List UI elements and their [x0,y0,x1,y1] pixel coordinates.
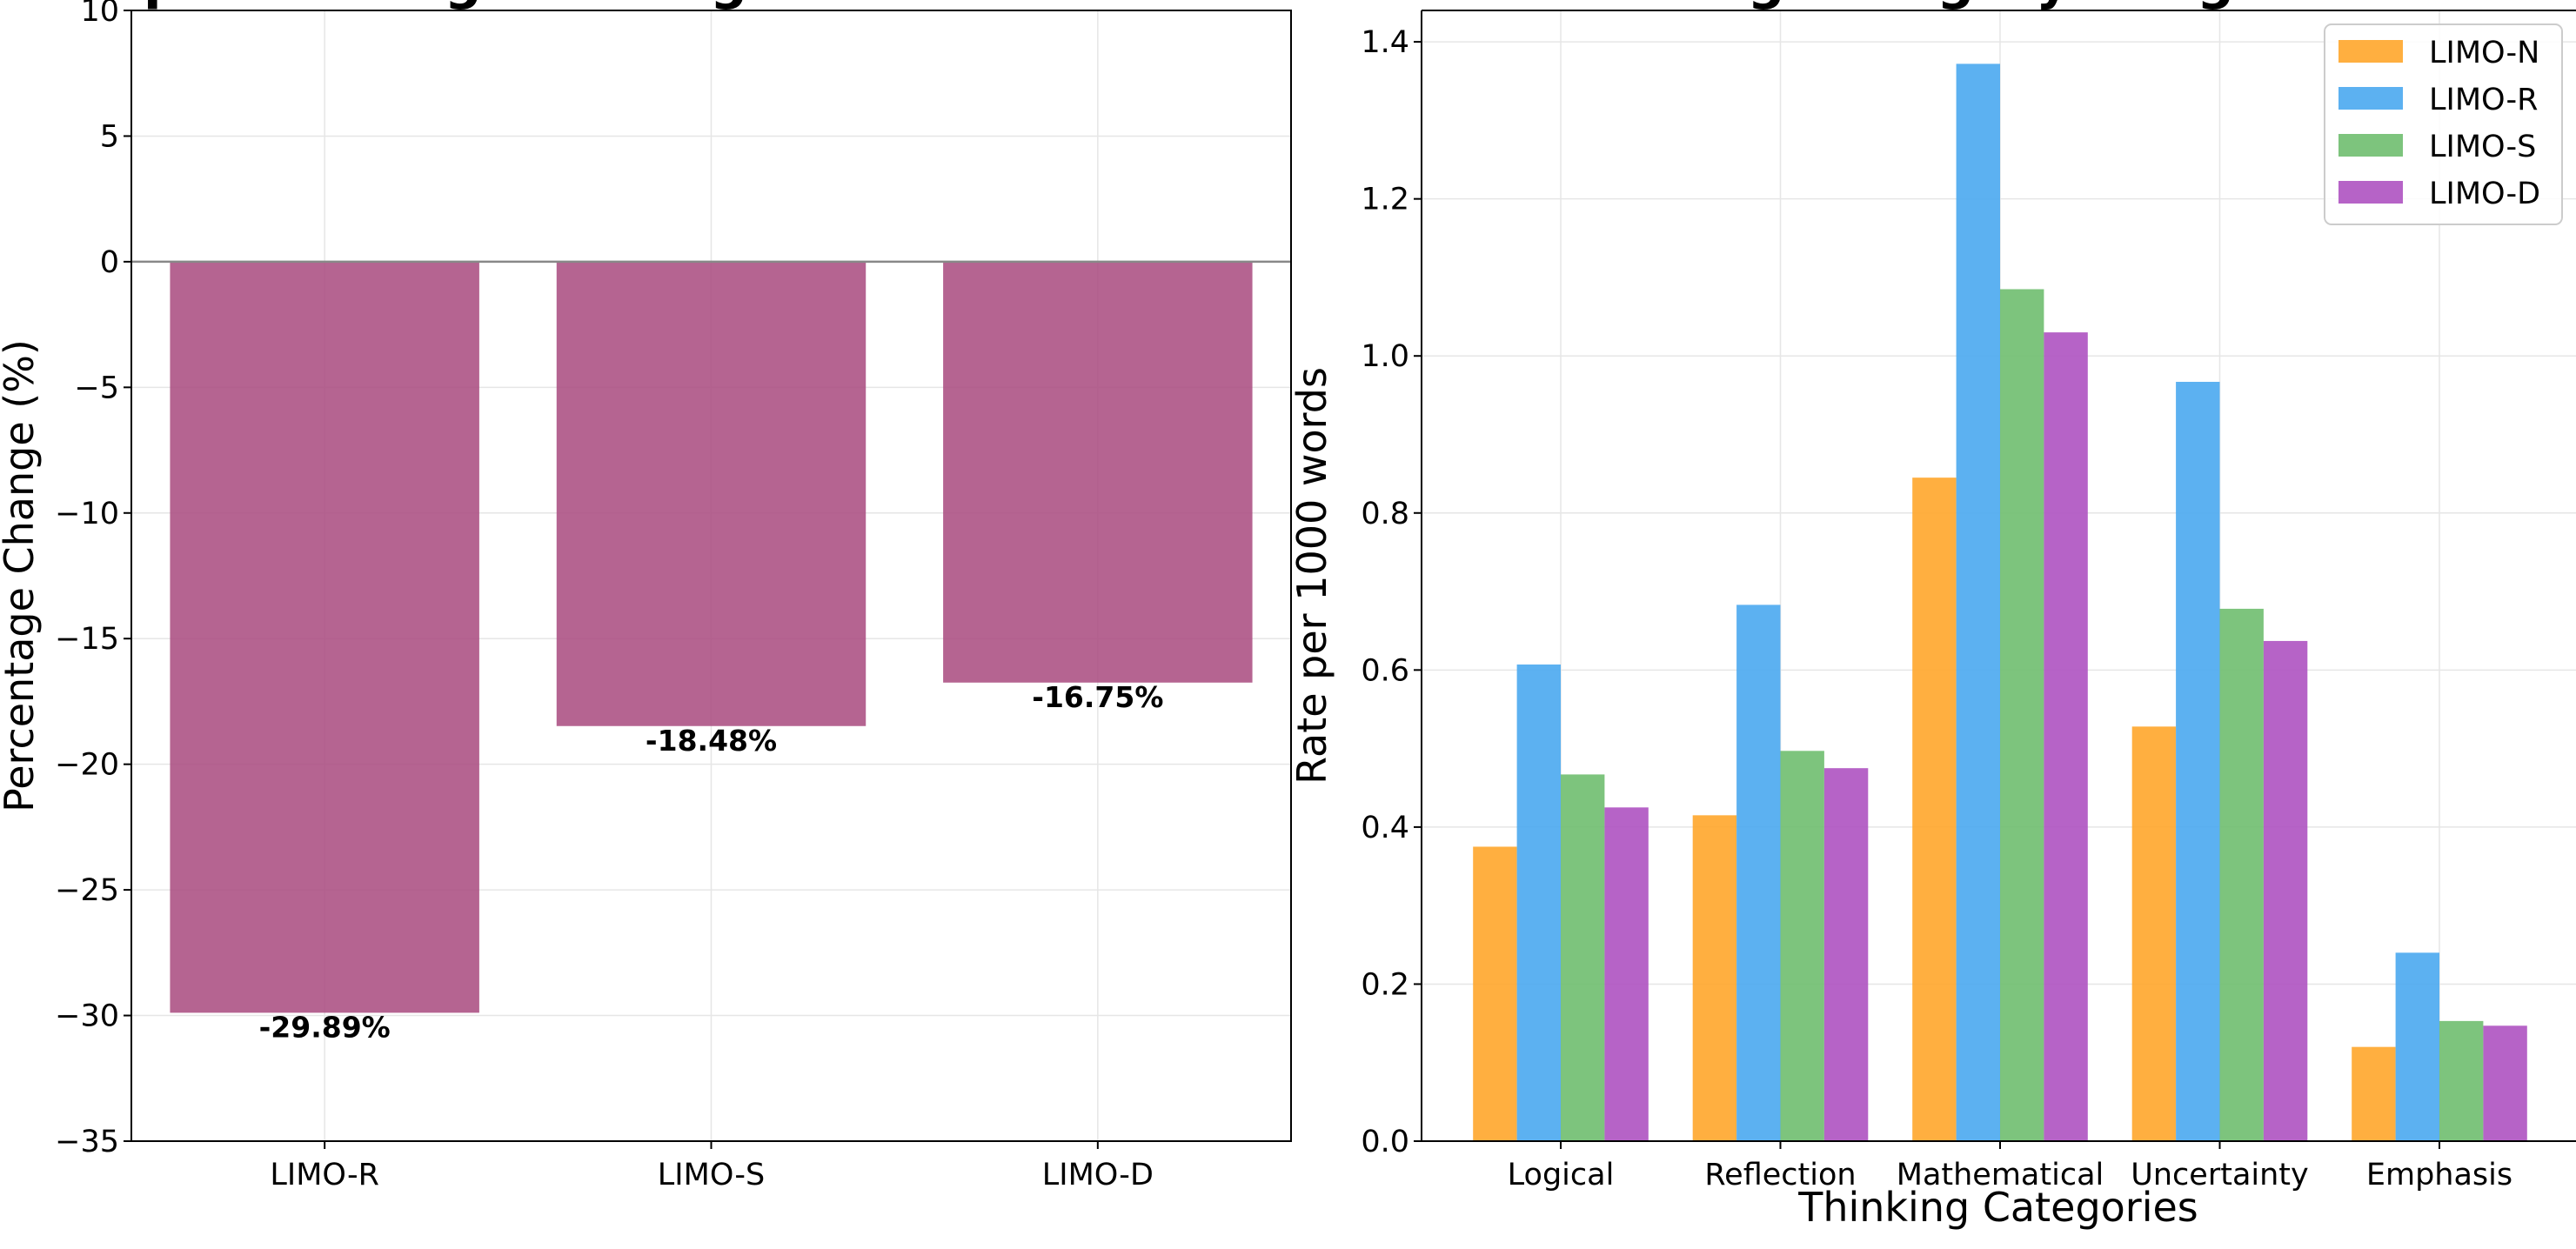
legend: LIMO-N LIMO-R LIMO-S LIMO-D [2324,23,2563,225]
bar-limo-s-mathematical [2000,289,2044,1142]
bar-limo-d-reflection [1823,768,1869,1141]
left-x-tick-label: LIMO-D [1042,1158,1154,1192]
bar-limo-r-uncertainty [2176,382,2220,1141]
legend-label: LIMO-N [2429,36,2539,70]
bar-limo-s-emphasis [2439,1020,2484,1141]
bar-limo-r-logical [1516,665,1561,1141]
left-y-tick-label: −25 [55,873,119,908]
bar-limo-r-reflection [1736,604,1781,1141]
bar-limo-s-uncertainty [2219,608,2264,1141]
right-x-axis-label: Thinking Categories [1797,1184,2198,1231]
left-y-tick-label: 10 [80,0,119,29]
left-y-tick-label: −5 [74,371,119,405]
right-x-ticks: Logical Reflection Mathematical Uncertainty… [1508,1141,2512,1192]
legend-swatch [2338,40,2403,63]
left-x-ticks: LIMO-R LIMO-S LIMO-D [270,1141,1154,1192]
left-chart: Response Length Changes vs LIMO-N 10 5 0 −5… [0,0,1292,1192]
legend-swatch [2338,134,2403,157]
legend-frame [2324,23,2563,225]
left-y-tick-label: 5 [100,119,119,154]
left-x-tick-label: LIMO-R [270,1158,379,1192]
right-y-tick-label: 0.4 [1361,811,1409,845]
right-y-tick-label: 1.2 [1361,183,1409,217]
bar-limo-d [943,261,1253,683]
left-chart-title: Response Length Changes vs LIMO-N [37,0,1130,11]
bar-limo-d-logical [1604,807,1649,1141]
bar-value-label-limo-r: -29.89% [259,1010,391,1044]
bar-limo-d-mathematical [2044,332,2088,1141]
bar-limo-n-emphasis [2352,1046,2396,1141]
right-y-tick-label: 0.8 [1361,497,1409,531]
bar-limo-s [556,261,866,726]
right-y-tick-label: 0.0 [1361,1125,1409,1159]
bar-value-label-limo-d: -16.75% [1032,680,1163,714]
left-y-tick-label: 0 [100,245,119,280]
bar-limo-s-logical [1561,774,1605,1141]
left-y-tick-label: −20 [55,748,119,783]
bar-value-label-limo-s: -18.48% [646,724,777,758]
legend-label: LIMO-D [2429,177,2540,211]
bar-limo-n-logical [1473,846,1517,1141]
right-x-tick-label: Emphasis [2366,1158,2512,1192]
legend-item-limo-s: LIMO-S [2338,130,2536,164]
bar-limo-r-emphasis [2395,952,2439,1141]
bar-limo-d-emphasis [2483,1025,2527,1141]
legend-item-limo-d: LIMO-D [2338,177,2540,211]
legend-swatch [2338,87,2403,110]
bar-limo-d-uncertainty [2263,640,2308,1141]
left-y-tick-label: −30 [55,999,119,1034]
right-y-tick-label: 0.6 [1361,653,1409,688]
left-data-labels: -29.89% -18.48% -16.75% [259,680,1164,1045]
legend-swatch [2338,181,2403,204]
right-x-tick-label: Reflection [1704,1158,1856,1192]
legend-label: LIMO-S [2429,130,2536,164]
bar-limo-r [170,261,479,1013]
left-y-tick-label: −35 [55,1125,119,1159]
right-y-ticks: 0.0 0.2 0.4 0.6 0.8 1.0 1.2 1.4 [1361,25,1422,1159]
bar-limo-n-mathematical [1912,478,1957,1141]
right-y-tick-label: 1.4 [1361,25,1409,60]
right-x-tick-label: Logical [1508,1158,1615,1192]
legend-label: LIMO-R [2429,83,2539,117]
left-y-tick-label: −15 [55,622,119,657]
right-chart: Thinking Category Usage Rates 0.00.20.40… [1288,0,2576,1231]
bar-limo-r-mathematical [1956,63,2000,1141]
legend-item-limo-n: LIMO-N [2338,36,2539,70]
right-x-tick-label: Uncertainty [2131,1158,2308,1192]
right-y-tick-label: 1.0 [1361,339,1409,374]
right-y-axis-label: Rate per 1000 words [1288,367,1335,785]
right-bars [1473,63,2527,1142]
left-bars [170,261,1253,1013]
left-y-tick-label: −10 [55,497,119,531]
right-chart-title: Thinking Category Usage Rates [1530,0,2455,11]
bar-limo-n-reflection [1692,815,1737,1141]
right-x-tick-label: Mathematical [1897,1158,2104,1192]
legend-item-limo-r: LIMO-R [2338,83,2539,117]
left-x-tick-label: LIMO-S [658,1158,765,1192]
bar-limo-n-uncertainty [2131,726,2177,1141]
right-y-tick-label: 0.2 [1361,967,1409,1002]
bar-limo-s-reflection [1780,751,1824,1141]
left-y-axis-label: Percentage Change (%) [0,339,43,812]
left-y-ticks: 10 5 0 −5 −10 −15 −20 −25 −30 −35 [55,0,131,1159]
